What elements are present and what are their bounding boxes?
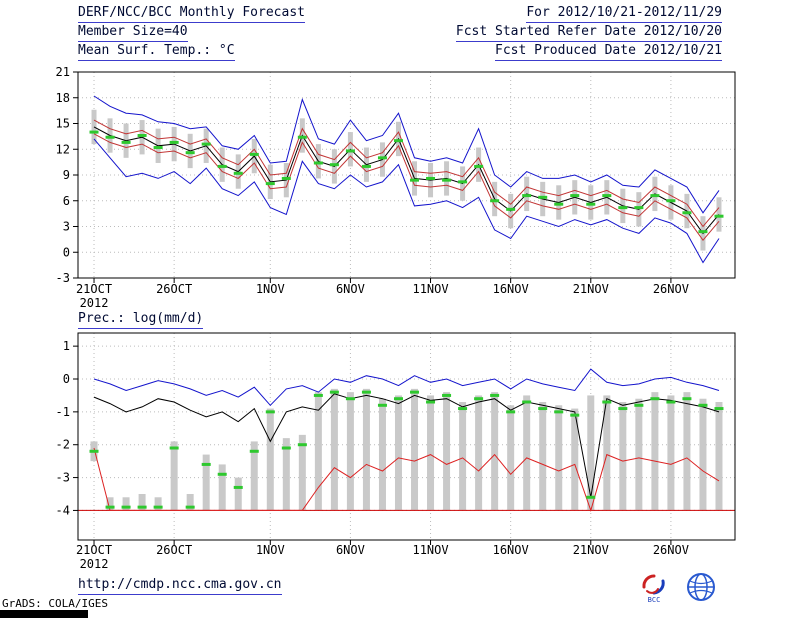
y-tick-label: -4 [56, 503, 70, 517]
precipitation-forecast-ensemble-median [89, 390, 724, 509]
precipitation-forecast-frame [77, 332, 736, 541]
source-url: http://cmdp.ncc.cma.gov.cn [78, 577, 282, 595]
bottom-corner-bar [0, 610, 88, 618]
source-url-text: http://cmdp.ncc.cma.gov.cn [78, 577, 282, 595]
y-tick-label: -2 [56, 438, 70, 452]
bcc-logo-text: BCC [648, 596, 661, 604]
temperature-forecast-frame [77, 71, 736, 279]
x-tick-label: 1NOV [256, 282, 285, 296]
x-tick-label: 26NOV [653, 282, 689, 296]
produced-date-text: Fcst Produced Date 2012/10/21 [495, 43, 722, 61]
grads-credit: GrADS: COLA/IGES [2, 597, 108, 610]
variable-label-precipitation: Prec.: log(mm/d) [78, 311, 204, 329]
x-tick-label: 11NOV [412, 543, 448, 557]
y-tick-label: 0 [63, 245, 70, 259]
x-tick-label: 21OCT [76, 543, 112, 557]
precipitation-forecast: 1 0 -1 -2 -3 -4 21OCT 26OCT 1NOV 6NOV 11NOV 16NOV 21… [56, 332, 736, 571]
precipitation-forecast-ensemble-min [93, 447, 720, 513]
variable-label-precipitation-text: Prec.: log(mm/d) [78, 311, 204, 329]
variable-label-temperature-text: Mean Surf. Temp.: °C [78, 43, 235, 61]
x-tick-label: 11NOV [412, 282, 448, 296]
x-tick-label: 1NOV [256, 543, 285, 557]
x-tick-label: 6NOV [336, 282, 365, 296]
page-title: DERF/NCC/BCC Monthly Forecast [78, 5, 305, 23]
temperature-forecast: 21 18 15 12 9 6 3 0 -3 21OCT 26OCT 1NOV 6NOV 11NOV 16N… [56, 65, 736, 310]
y-tick-label: -3 [56, 471, 70, 485]
variable-label-temperature: Mean Surf. Temp.: °C [78, 43, 235, 61]
temperature-forecast-ensemble-mean [93, 126, 720, 235]
y-tick-label: 18 [56, 91, 70, 105]
temperature-forecast-ensemble-min [93, 138, 720, 264]
temperature-forecast-ensemble-max [93, 95, 720, 214]
refer-date-text: Fcst Started Refer Date 2012/10/20 [455, 24, 722, 42]
x-axis-year-label: 2012 [80, 557, 109, 571]
temperature-forecast-minus-sigma [93, 133, 720, 242]
precipitation-forecast-ensemble-mean [93, 393, 720, 498]
y-tick-label: -1 [56, 405, 70, 419]
x-tick-label: 21NOV [573, 282, 609, 296]
cma-logo [687, 573, 715, 601]
precipitation-forecast-ensemble-max [93, 368, 720, 407]
page-title-text: DERF/NCC/BCC Monthly Forecast [78, 5, 305, 23]
cma-logo-globe [687, 573, 715, 601]
x-tick-label: 26OCT [156, 543, 192, 557]
produced-date-label: Fcst Produced Date 2012/10/21 [495, 43, 722, 61]
bcc-logo-swirl [642, 574, 665, 595]
temperature-forecast-plus-sigma [93, 119, 720, 228]
x-tick-label: 16NOV [493, 282, 529, 296]
y-tick-label: 21 [56, 65, 70, 79]
y-tick-label: 15 [56, 117, 70, 131]
y-tick-label: 3 [63, 220, 70, 234]
bcc-logo: BCC [642, 574, 665, 604]
x-tick-label: 6NOV [336, 543, 365, 557]
y-tick-label: 1 [63, 339, 70, 353]
precipitation-forecast-spread-bars [90, 388, 723, 511]
x-tick-label: 21OCT [76, 282, 112, 296]
y-tick-label: 9 [63, 168, 70, 182]
forecast-range-text: For 2012/10/21-2012/11/29 [526, 5, 722, 23]
x-tick-label: 21NOV [573, 543, 609, 557]
x-axis-year-label: 2012 [80, 296, 109, 310]
temperature-forecast-ensemble-median [89, 130, 724, 234]
x-tick-label: 16NOV [493, 543, 529, 557]
y-tick-label: -3 [56, 271, 70, 285]
y-tick-label: 12 [56, 142, 70, 156]
x-tick-label: 26OCT [156, 282, 192, 296]
x-tick-label: 26NOV [653, 543, 689, 557]
forecast-range-label: For 2012/10/21-2012/11/29 [526, 5, 722, 23]
y-tick-label: 6 [63, 194, 70, 208]
refer-date-label: Fcst Started Refer Date 2012/10/20 [455, 24, 722, 42]
member-size-text: Member Size=40 [78, 24, 188, 42]
member-size-label: Member Size=40 [78, 24, 188, 42]
y-tick-label: 0 [63, 372, 70, 386]
